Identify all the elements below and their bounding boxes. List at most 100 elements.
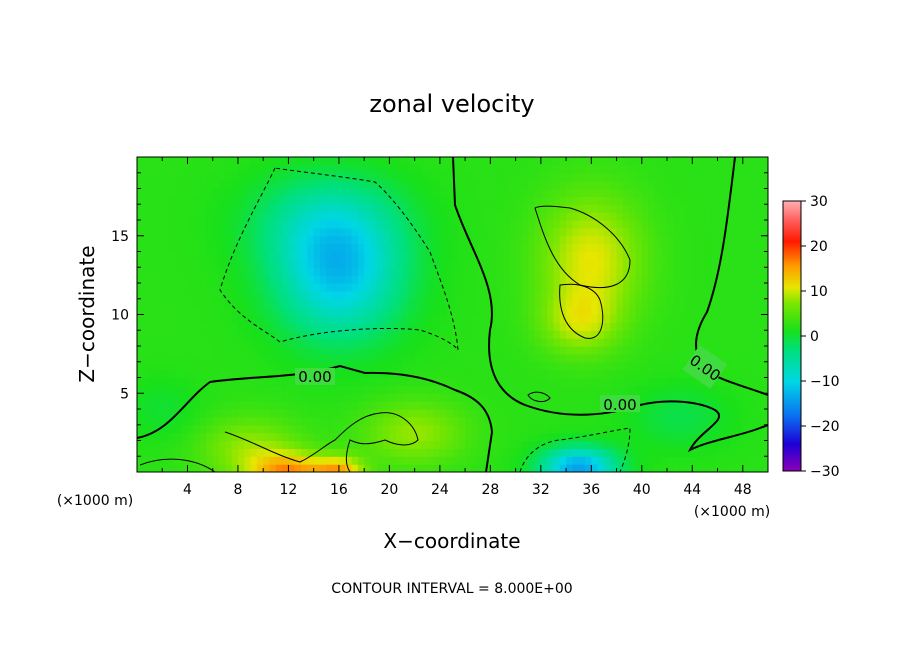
heatmap-cell [427, 227, 435, 237]
heatmap-cell [200, 377, 208, 386]
heatmap-cell [572, 432, 580, 442]
heatmap-cell [168, 322, 176, 331]
heatmap-cell [326, 306, 334, 316]
heatmap-cell [433, 306, 441, 316]
heatmap-cell [225, 243, 233, 253]
heatmap-cell [559, 180, 567, 190]
heatmap-cell [591, 227, 599, 237]
heatmap-cell [654, 338, 662, 347]
heatmap-cell [509, 377, 517, 386]
heatmap-cell [357, 251, 365, 260]
heatmap-cell [256, 290, 264, 300]
heatmap-cell [345, 432, 353, 442]
heatmap-cell [301, 306, 308, 316]
heatmap-cell [711, 338, 719, 347]
heatmap-cell [364, 424, 372, 434]
heatmap-cell [685, 338, 693, 347]
heatmap-cell [326, 275, 334, 284]
heatmap-cell [376, 338, 384, 347]
heatmap-cell [578, 243, 586, 253]
heatmap-cell [629, 416, 637, 426]
heatmap-cell [761, 409, 768, 418]
heatmap-cell [427, 251, 435, 260]
heatmap-cell [427, 456, 435, 465]
heatmap-cell [465, 298, 473, 308]
heatmap-cell [225, 361, 233, 371]
heatmap-cell [219, 314, 226, 323]
heatmap-cell [174, 290, 182, 300]
heatmap-cell [427, 464, 435, 472]
heatmap-cell [603, 385, 611, 394]
heatmap-cell [408, 464, 416, 472]
heatmap-cell [730, 338, 738, 347]
heatmap-cell [294, 440, 302, 449]
heatmap-cell [275, 180, 283, 190]
heatmap-cell [572, 353, 580, 363]
heatmap-cell [572, 275, 580, 284]
heatmap-cell [301, 251, 308, 260]
heatmap-cell [181, 172, 189, 182]
heatmap-cell [244, 227, 252, 237]
heatmap-cell [610, 220, 618, 229]
heatmap-cell [471, 432, 479, 442]
heatmap-cell [742, 346, 750, 355]
heatmap-cell [509, 188, 517, 197]
heatmap-cell [635, 432, 643, 442]
x-tick-label: 12 [280, 482, 298, 498]
heatmap-cell [559, 283, 567, 292]
heatmap-cell [692, 251, 700, 260]
heatmap-cell [704, 409, 712, 418]
heatmap-cell [137, 369, 144, 379]
heatmap-cell [515, 275, 523, 284]
heatmap-cell [603, 456, 611, 465]
heatmap-cell [319, 314, 327, 323]
heatmap-cell [540, 314, 548, 323]
heatmap-cell [446, 227, 454, 237]
heatmap-cell [458, 227, 466, 237]
heatmap-cell [471, 243, 479, 253]
heatmap-cell [288, 298, 296, 308]
heatmap-cell [465, 401, 473, 410]
heatmap-cell [433, 385, 441, 394]
heatmap-cell [256, 180, 264, 190]
heatmap-cell [446, 180, 454, 190]
heatmap-cell [673, 220, 681, 229]
heatmap-cell [275, 172, 283, 182]
heatmap-cell [282, 298, 290, 308]
heatmap-cell [187, 393, 195, 402]
heatmap-cell [155, 377, 163, 386]
heatmap-cell [395, 409, 403, 418]
heatmap-cell [155, 456, 163, 465]
heatmap-cell [212, 464, 220, 472]
heatmap-cell [698, 220, 706, 229]
heatmap-cell [667, 188, 674, 197]
heatmap-cell [326, 330, 334, 339]
heatmap-cell [332, 432, 340, 442]
heatmap-cell [200, 353, 208, 363]
heatmap-cell [742, 220, 750, 229]
heatmap-cell [244, 464, 252, 472]
heatmap-cell [496, 196, 504, 205]
heatmap-cell [685, 259, 693, 268]
heatmap-cell [313, 361, 321, 371]
heatmap-cell [174, 401, 182, 410]
heatmap-cell [364, 338, 372, 347]
heatmap-cell [288, 448, 296, 457]
heatmap-cell [711, 416, 719, 426]
heatmap-cell [326, 157, 334, 166]
heatmap-cell [648, 338, 656, 347]
x-tick-label: 28 [481, 482, 499, 498]
heatmap-cell [357, 338, 365, 347]
heatmap-cell [660, 432, 668, 442]
heatmap-cell [559, 377, 567, 386]
heatmap-cell [610, 204, 618, 213]
heatmap-cell [200, 416, 208, 426]
heatmap-cell [301, 353, 308, 363]
heatmap-cell [162, 275, 170, 284]
heatmap-cell [206, 409, 214, 418]
heatmap-cell [679, 306, 687, 316]
heatmap-cell [578, 448, 586, 457]
heatmap-cell [200, 227, 208, 237]
heatmap-cell [660, 180, 668, 190]
heatmap-cell [414, 353, 422, 363]
